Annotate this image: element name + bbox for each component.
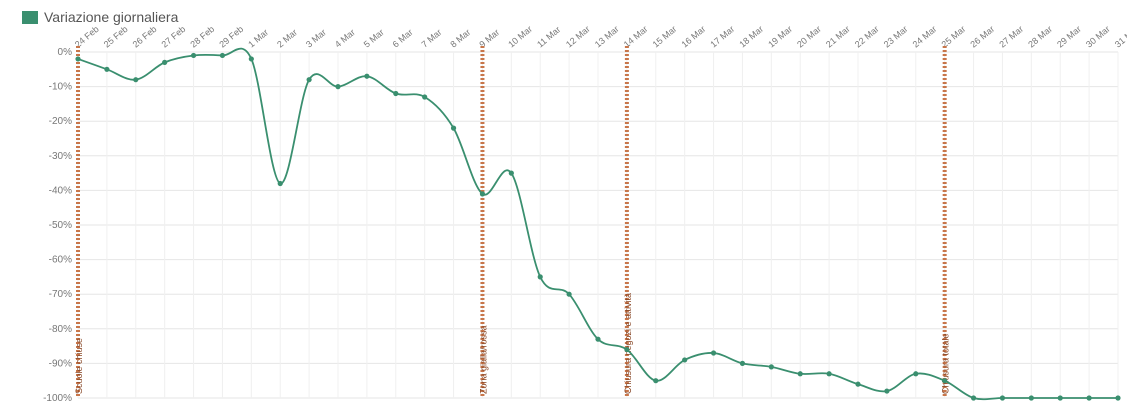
data-point bbox=[855, 381, 861, 387]
x-tick-label: 10 Mar bbox=[506, 24, 534, 50]
legend-swatch bbox=[22, 10, 38, 24]
data-point bbox=[970, 395, 977, 401]
data-point bbox=[133, 77, 139, 83]
data-point bbox=[710, 350, 717, 356]
x-tick-label: 27 Mar bbox=[997, 24, 1025, 50]
data-point bbox=[422, 94, 428, 100]
data-point bbox=[277, 180, 283, 187]
data-point bbox=[913, 371, 919, 377]
data-point bbox=[826, 371, 832, 377]
x-tick-label: 3 Mar bbox=[304, 27, 328, 49]
data-point bbox=[219, 52, 226, 59]
data-point bbox=[1115, 395, 1121, 401]
x-tick-label: 17 Mar bbox=[708, 24, 736, 50]
chart-legend: Variazione giornaliera bbox=[22, 9, 178, 25]
data-point bbox=[797, 371, 803, 377]
y-tick-label: -20% bbox=[49, 116, 72, 127]
y-tick-label: -40% bbox=[49, 185, 72, 196]
x-tick-label: 13 Mar bbox=[593, 24, 621, 50]
data-point bbox=[248, 56, 254, 62]
y-tick-label: -70% bbox=[49, 289, 72, 300]
x-tick-label: 5 Mar bbox=[362, 27, 386, 49]
x-tick-label: 11 Mar bbox=[535, 24, 562, 49]
y-tick-label: 0% bbox=[58, 47, 73, 58]
data-point bbox=[335, 84, 341, 90]
series-line bbox=[77, 47, 1118, 401]
x-tick-label: 27 Feb bbox=[160, 24, 188, 50]
y-tick-label: -10% bbox=[49, 82, 72, 93]
x-tick-label: 26 Feb bbox=[131, 24, 159, 50]
annotation-label: Chiusura negozi e attività bbox=[623, 293, 633, 394]
x-tick-label: 26 Mar bbox=[968, 24, 996, 50]
x-tick-label: 2 Mar bbox=[275, 27, 299, 49]
y-tick-label: -60% bbox=[49, 255, 72, 266]
data-point bbox=[768, 364, 774, 370]
x-tick-label: 30 Mar bbox=[1084, 24, 1112, 50]
y-tick-label: -100% bbox=[43, 393, 72, 404]
x-tick-label: 4 Mar bbox=[333, 27, 357, 49]
y-tick-label: -50% bbox=[49, 220, 72, 231]
data-point bbox=[104, 66, 110, 72]
data-point bbox=[1028, 395, 1034, 401]
x-tick-label: 29 Feb bbox=[217, 24, 245, 50]
data-point bbox=[190, 52, 197, 59]
y-tick-label: -90% bbox=[49, 358, 72, 369]
data-point bbox=[75, 56, 81, 62]
data-point bbox=[653, 378, 659, 384]
x-tick-label: 31 Mar bbox=[1113, 24, 1127, 50]
data-point bbox=[682, 357, 688, 363]
data-point bbox=[1057, 395, 1063, 401]
data-point bbox=[364, 73, 370, 79]
data-point bbox=[306, 77, 312, 83]
annotation-label: Scuole chiuse bbox=[74, 338, 84, 394]
y-tick-label: -30% bbox=[49, 151, 72, 162]
x-tick-label: 23 Mar bbox=[882, 24, 910, 50]
data-point bbox=[942, 378, 948, 384]
x-tick-label: 1 Mar bbox=[246, 27, 270, 49]
y-tick-label: -80% bbox=[49, 324, 72, 335]
data-point bbox=[1086, 395, 1092, 401]
data-point bbox=[393, 90, 399, 97]
data-point bbox=[508, 170, 514, 176]
x-tick-label: 19 Mar bbox=[766, 24, 794, 50]
x-tick-label: 12 Mar bbox=[564, 24, 592, 50]
x-tick-label: 7 Mar bbox=[420, 27, 444, 49]
x-tick-label: 21 Mar bbox=[824, 24, 852, 50]
annotation-label: Chiusura totale bbox=[941, 333, 951, 394]
x-tick-label: 25 Mar bbox=[940, 24, 968, 50]
x-tick-label: 18 Mar bbox=[737, 24, 765, 50]
x-tick-label: 6 Mar bbox=[391, 27, 415, 49]
data-point bbox=[999, 395, 1006, 401]
x-tick-label: 24 Mar bbox=[911, 24, 939, 50]
x-tick-label: 22 Mar bbox=[853, 24, 881, 50]
data-point bbox=[884, 388, 890, 394]
x-tick-label: 20 Mar bbox=[795, 24, 823, 50]
data-point bbox=[566, 291, 572, 297]
annotation-label: Zona gialla/rossa bbox=[478, 325, 488, 394]
x-tick-label: 25 Feb bbox=[102, 24, 130, 50]
data-point bbox=[162, 59, 168, 65]
x-tick-label: 8 Mar bbox=[448, 27, 472, 49]
data-point bbox=[595, 336, 601, 342]
data-point bbox=[739, 360, 746, 366]
x-tick-label: 28 Mar bbox=[1026, 24, 1054, 50]
data-point bbox=[537, 274, 543, 280]
legend-label: Variazione giornaliera bbox=[44, 9, 179, 25]
data-point bbox=[450, 125, 457, 131]
x-tick-label: 14 Mar bbox=[622, 24, 650, 50]
data-point bbox=[624, 346, 630, 353]
x-tick-label: 16 Mar bbox=[680, 24, 708, 50]
x-tick-label: 24 Feb bbox=[73, 24, 101, 50]
x-tick-label: 15 Mar bbox=[651, 24, 679, 50]
x-tick-label: 28 Feb bbox=[188, 24, 216, 50]
data-point bbox=[479, 191, 486, 197]
x-tick-label: 29 Mar bbox=[1055, 24, 1083, 50]
